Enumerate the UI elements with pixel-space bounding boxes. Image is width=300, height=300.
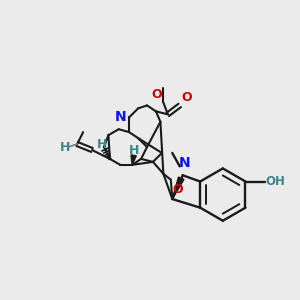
Text: O: O	[151, 88, 162, 101]
Text: H: H	[128, 144, 139, 158]
Text: H: H	[60, 140, 70, 154]
Text: H: H	[97, 139, 108, 152]
Text: O: O	[172, 183, 183, 196]
Text: N: N	[178, 156, 190, 170]
Text: O: O	[181, 91, 192, 104]
Text: N: N	[115, 110, 126, 124]
Polygon shape	[131, 155, 136, 165]
Polygon shape	[172, 177, 184, 199]
Text: OH: OH	[266, 175, 286, 188]
